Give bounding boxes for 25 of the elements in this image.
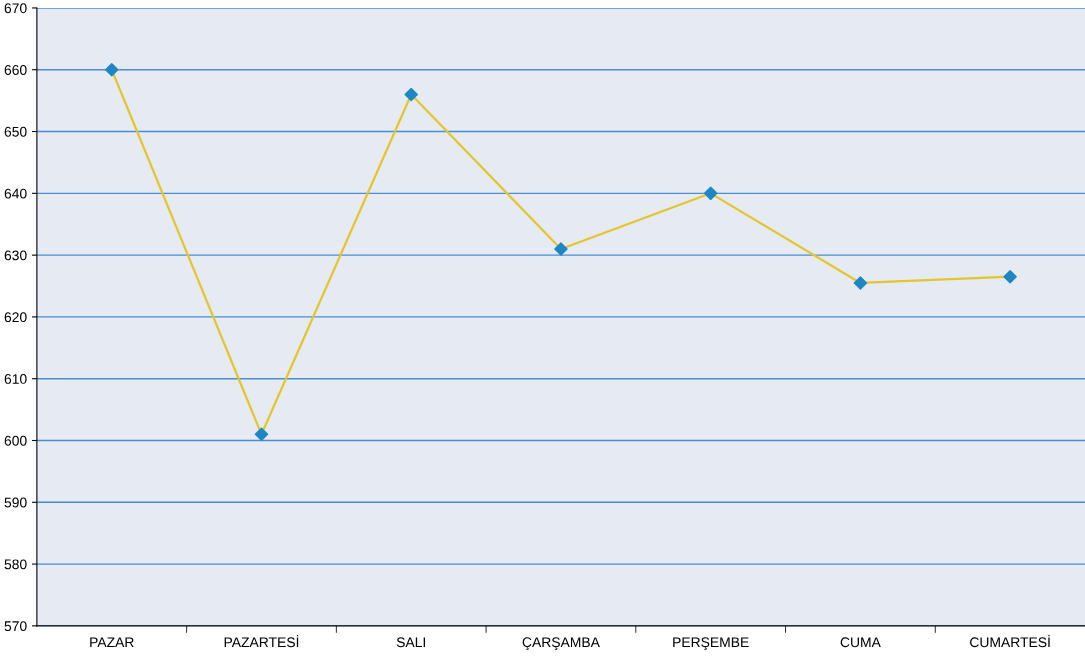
x-tick-label: PERŞEMBE (673, 637, 749, 650)
point (703, 186, 718, 201)
y-tick-label: 640 (4, 188, 27, 199)
point (105, 62, 119, 77)
point (1003, 270, 1017, 284)
point (853, 276, 868, 290)
x-tick-label: SALI (396, 637, 425, 648)
point (254, 427, 269, 442)
y-tick-label: 610 (4, 374, 27, 384)
y-tick-label: 630 (4, 250, 27, 261)
point (554, 242, 568, 256)
x-tick-label: PAZARTESİ (224, 635, 299, 648)
y-tick-label: 660 (4, 65, 27, 75)
y-tick-label: 600 (4, 435, 27, 446)
y-tick-label: 590 (4, 497, 27, 508)
x-tick-label: CUMARTESİ (970, 635, 1050, 648)
x-tick-label: ÇARŞAMBA (522, 637, 600, 650)
point (404, 87, 418, 102)
y-tick-label: 620 (4, 312, 27, 323)
y-tick-label: 670 (4, 3, 27, 14)
y-tick-label: 580 (4, 559, 27, 570)
x-tick-label: PAZAR (90, 637, 134, 648)
y-tick-label: 650 (4, 126, 27, 137)
y-tick-label: 570 (4, 621, 27, 632)
x-tick-label: CUMA (840, 637, 881, 648)
